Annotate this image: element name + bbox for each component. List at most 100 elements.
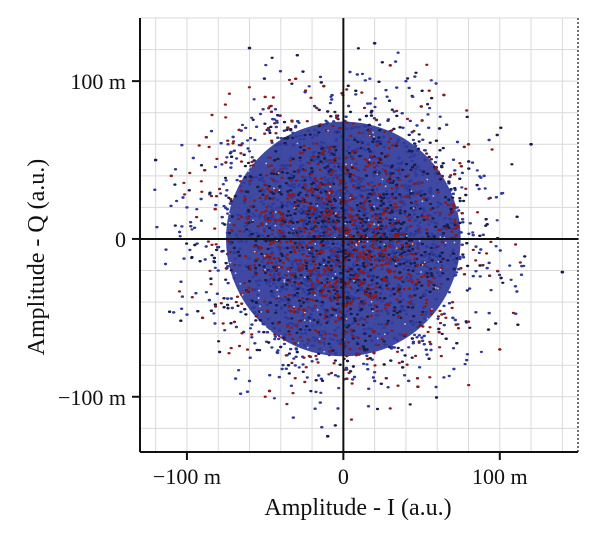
data-point bbox=[178, 235, 182, 238]
data-point bbox=[447, 226, 451, 229]
data-point bbox=[242, 201, 247, 204]
data-point bbox=[298, 156, 302, 159]
data-point bbox=[406, 306, 410, 309]
data-point bbox=[280, 283, 285, 286]
data-point bbox=[422, 343, 426, 346]
data-point bbox=[173, 224, 177, 227]
data-point bbox=[468, 287, 472, 290]
data-point bbox=[328, 149, 332, 152]
data-point bbox=[404, 265, 408, 268]
data-point bbox=[357, 209, 361, 212]
data-point bbox=[413, 219, 417, 222]
data-point bbox=[429, 214, 433, 217]
data-point bbox=[352, 295, 356, 299]
data-point bbox=[213, 303, 217, 306]
data-point bbox=[366, 271, 370, 274]
data-point bbox=[455, 271, 459, 274]
data-point bbox=[321, 257, 325, 260]
data-point bbox=[353, 138, 357, 141]
data-point bbox=[274, 207, 278, 210]
data-point bbox=[494, 196, 498, 199]
data-point bbox=[315, 249, 319, 253]
data-point bbox=[446, 278, 450, 281]
data-point bbox=[403, 212, 407, 216]
data-point bbox=[296, 310, 300, 313]
data-point bbox=[314, 157, 318, 161]
data-point bbox=[291, 265, 295, 269]
data-point bbox=[327, 353, 331, 357]
data-point bbox=[428, 106, 432, 110]
data-point bbox=[345, 295, 349, 298]
data-point bbox=[256, 185, 260, 189]
data-point bbox=[323, 154, 327, 157]
data-point bbox=[376, 220, 381, 224]
data-point bbox=[322, 342, 326, 346]
data-point bbox=[242, 181, 246, 185]
data-point bbox=[317, 374, 321, 377]
data-point bbox=[365, 321, 369, 324]
data-point bbox=[406, 184, 410, 188]
data-point bbox=[438, 214, 442, 217]
data-point bbox=[338, 265, 342, 268]
data-point bbox=[345, 209, 349, 212]
data-point bbox=[427, 223, 431, 226]
data-point bbox=[283, 311, 288, 314]
data-point bbox=[331, 242, 335, 245]
data-point bbox=[306, 228, 310, 231]
data-point bbox=[418, 169, 422, 172]
data-point bbox=[381, 135, 385, 139]
data-point bbox=[389, 166, 394, 169]
data-point bbox=[458, 199, 462, 203]
data-point bbox=[487, 138, 491, 142]
data-point bbox=[400, 252, 404, 255]
data-point bbox=[431, 217, 435, 220]
data-point bbox=[443, 244, 447, 247]
data-point bbox=[298, 262, 302, 266]
data-point bbox=[344, 286, 348, 289]
data-point bbox=[396, 138, 400, 141]
data-point bbox=[433, 254, 437, 257]
data-point bbox=[277, 206, 281, 209]
data-point bbox=[195, 242, 199, 245]
data-point bbox=[360, 316, 364, 320]
data-point bbox=[378, 256, 382, 259]
data-point bbox=[402, 262, 406, 265]
data-point bbox=[300, 339, 304, 343]
data-point bbox=[366, 287, 370, 290]
data-point bbox=[374, 229, 378, 232]
data-point bbox=[326, 165, 330, 168]
data-point bbox=[398, 172, 402, 176]
data-point bbox=[267, 128, 271, 132]
data-point bbox=[296, 287, 300, 290]
data-point bbox=[423, 251, 427, 254]
data-point bbox=[294, 135, 298, 138]
data-point bbox=[474, 245, 478, 248]
data-point bbox=[353, 148, 357, 152]
data-point bbox=[370, 229, 374, 232]
data-point bbox=[367, 387, 371, 390]
data-point bbox=[193, 243, 197, 247]
data-point bbox=[326, 172, 330, 176]
data-point bbox=[354, 93, 358, 96]
data-point bbox=[337, 162, 341, 166]
data-point bbox=[439, 282, 443, 286]
data-point bbox=[295, 221, 300, 224]
data-point bbox=[366, 194, 370, 197]
data-point bbox=[269, 177, 273, 180]
data-point bbox=[250, 116, 254, 120]
data-point bbox=[367, 123, 371, 127]
data-point bbox=[260, 260, 264, 263]
data-point bbox=[279, 137, 283, 140]
data-point bbox=[426, 281, 431, 285]
data-point bbox=[272, 278, 276, 282]
data-point bbox=[411, 269, 415, 272]
data-point bbox=[252, 98, 256, 101]
data-point bbox=[451, 196, 455, 199]
data-point bbox=[326, 110, 330, 113]
data-point bbox=[349, 180, 353, 183]
data-point bbox=[394, 60, 398, 63]
data-point bbox=[306, 213, 310, 216]
data-point bbox=[434, 385, 438, 389]
data-point bbox=[312, 195, 316, 198]
data-point bbox=[486, 328, 491, 331]
